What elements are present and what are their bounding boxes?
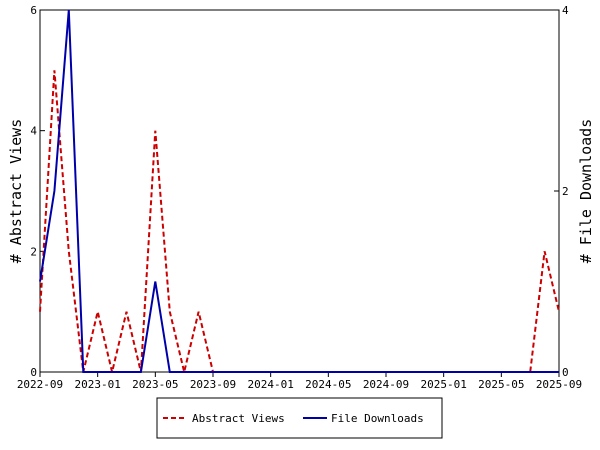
x-tick-label: 2025-01 xyxy=(420,378,466,391)
legend: Abstract Views File Downloads xyxy=(156,397,443,439)
x-tick-label: 2023-01 xyxy=(74,378,120,391)
x-tick-label: 2023-05 xyxy=(132,378,178,391)
plot-frame xyxy=(39,9,560,373)
y-right-tick-label: 0 xyxy=(562,366,569,379)
legend-label-file-downloads: File Downloads xyxy=(331,412,424,425)
series-group xyxy=(39,9,560,373)
y-axis-left-title: # Abstract Views xyxy=(7,119,25,264)
plot-area xyxy=(39,9,560,373)
y-axis-right-title: # File Downloads xyxy=(577,119,595,264)
legend-box xyxy=(156,397,443,439)
legend-label-abstract-views: Abstract Views xyxy=(192,412,285,425)
x-tick-label: 2023-09 xyxy=(190,378,236,391)
x-axis: 2022-09 2023-01 2023-05 2023-09 2024-01 2024-… xyxy=(17,372,582,391)
y-left-tick-label: 0 xyxy=(30,366,37,379)
y-right-tick-label: 4 xyxy=(562,4,569,17)
x-tick-label: 2024-01 xyxy=(247,378,293,391)
x-tick-label: 2024-05 xyxy=(305,378,351,391)
x-tick-label: 2024-09 xyxy=(363,378,409,391)
y-left-tick-label: 2 xyxy=(30,245,37,258)
series-line-abstract-views xyxy=(39,70,560,373)
x-tick-label: 2025-05 xyxy=(478,378,524,391)
y-left-tick-label: 4 xyxy=(30,125,37,138)
x-tick-label: 2022-09 xyxy=(17,378,63,391)
y-left-tick-label: 6 xyxy=(30,4,37,17)
x-tick-label: 2025-09 xyxy=(536,378,582,391)
series-line-file-downloads xyxy=(39,9,559,373)
y-right-tick-label: 2 xyxy=(562,185,569,198)
left-y-axis: 0 2 4 6 xyxy=(30,4,45,379)
right-y-axis: 0 2 4 xyxy=(554,4,569,379)
